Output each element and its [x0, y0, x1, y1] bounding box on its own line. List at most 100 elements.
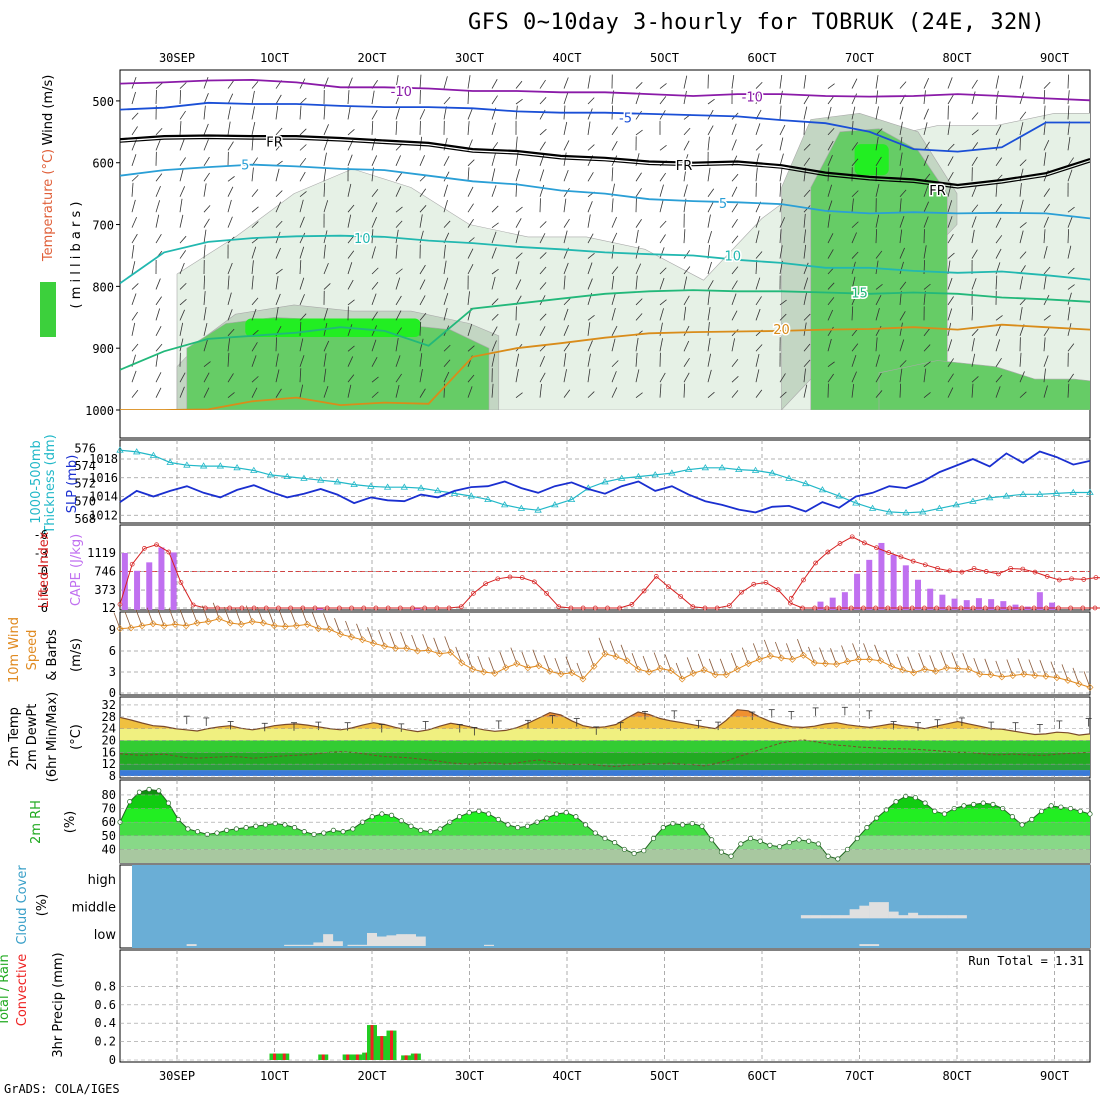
rh-marker — [437, 826, 443, 832]
wind-barb — [875, 372, 882, 383]
thickness-marker — [801, 479, 810, 487]
wind-barb — [1067, 323, 1072, 336]
ytick-label: 700 — [92, 219, 114, 233]
rh-marker — [195, 829, 201, 835]
wind-barb — [371, 110, 378, 120]
wind-barb-10m — [1028, 659, 1036, 676]
wind-barb — [1067, 267, 1075, 275]
cape-bar — [1012, 604, 1019, 610]
wind-barb — [779, 229, 782, 244]
rh-marker — [515, 825, 521, 831]
li-marker — [982, 605, 988, 611]
wind-barb — [971, 156, 978, 167]
rh-marker — [738, 841, 744, 847]
wind-barb — [251, 206, 259, 213]
wind-barb — [995, 105, 998, 120]
wind-barb — [707, 230, 712, 244]
wind-marker — [943, 664, 951, 672]
wind-barb — [491, 326, 498, 337]
wind-barb — [227, 121, 231, 135]
cloud-low-bar — [284, 944, 295, 946]
rh-marker — [786, 840, 792, 846]
wind-barb — [707, 353, 712, 367]
li-marker — [702, 605, 708, 611]
cape-bar — [146, 562, 153, 610]
wind-barb — [611, 292, 616, 306]
cloud-mid-bar — [937, 915, 948, 919]
wind-barb — [683, 372, 690, 383]
wind-barb — [563, 187, 570, 197]
temp-band — [120, 728, 1090, 741]
wind-barb — [467, 291, 470, 305]
wind-barb — [875, 75, 879, 89]
wind-barb — [131, 343, 139, 352]
rh-marker — [418, 827, 424, 833]
li-marker — [190, 602, 196, 608]
cloud-low-bar — [396, 934, 407, 946]
wind-barb — [275, 220, 283, 228]
xtick-bottom-label: 30SEP — [159, 1069, 195, 1083]
rh-marker — [379, 811, 385, 817]
wind-barb — [155, 127, 163, 136]
wind-barb — [1043, 105, 1046, 120]
wind-barb — [203, 244, 206, 259]
thickness-marker — [450, 489, 459, 496]
wind-barb — [923, 361, 931, 368]
wind-barb-10m — [565, 656, 573, 673]
contour-label: FR — [676, 159, 693, 174]
wind-barb — [995, 157, 1003, 167]
wind-barb — [635, 82, 643, 89]
wind-barb-10m — [312, 612, 319, 629]
rh-marker — [321, 830, 327, 836]
wind-barb — [371, 376, 379, 383]
wind-barb — [179, 168, 184, 182]
wind-barb — [995, 386, 1001, 398]
wind-barb — [227, 176, 235, 182]
wind-marker — [799, 651, 807, 659]
wind-barb — [443, 277, 449, 290]
wind-barb — [1043, 90, 1046, 105]
wind-barb — [395, 355, 401, 367]
wind-marker — [733, 665, 741, 673]
wind-marker — [866, 655, 874, 663]
wind-barb — [755, 296, 762, 306]
li-marker — [922, 605, 927, 611]
li-marker — [824, 605, 830, 611]
rh-marker — [650, 835, 657, 842]
wind-barb — [155, 296, 162, 306]
wind-barb — [251, 189, 259, 197]
wind-barb — [371, 155, 378, 166]
wind-barb — [371, 216, 377, 228]
wind-barb — [779, 105, 782, 120]
wind-barb — [539, 282, 547, 290]
wind-barb — [131, 199, 136, 213]
wind-barb — [515, 392, 523, 398]
temp-band — [120, 770, 1090, 776]
wind-barb — [971, 376, 979, 383]
wind-barb — [251, 387, 258, 398]
wind-barb — [347, 128, 355, 136]
li-marker — [1043, 605, 1049, 611]
thickness-marker — [233, 464, 241, 471]
wind-barb — [755, 167, 758, 182]
wind-barb — [347, 299, 355, 306]
li-marker — [568, 605, 574, 611]
cloud-mid-bar — [869, 902, 880, 919]
wind-barb — [947, 156, 954, 167]
wind-barb — [947, 216, 953, 228]
wind-marker — [1042, 672, 1050, 680]
wind-barb — [731, 173, 739, 182]
panel-frame-wind — [119, 611, 1091, 696]
wind-marker — [623, 657, 631, 665]
wind-barb — [275, 190, 283, 198]
cloud-low-bar — [406, 934, 416, 946]
wind-marker — [469, 665, 477, 673]
wind-marker — [248, 618, 256, 626]
wind-barb — [635, 219, 642, 228]
wind-barb — [755, 216, 761, 228]
thickness-marker — [835, 492, 843, 499]
thickness-marker — [367, 482, 375, 489]
wind-barb-10m — [466, 653, 474, 670]
wind-barb-10m — [157, 609, 165, 626]
wind-barb — [563, 369, 567, 383]
